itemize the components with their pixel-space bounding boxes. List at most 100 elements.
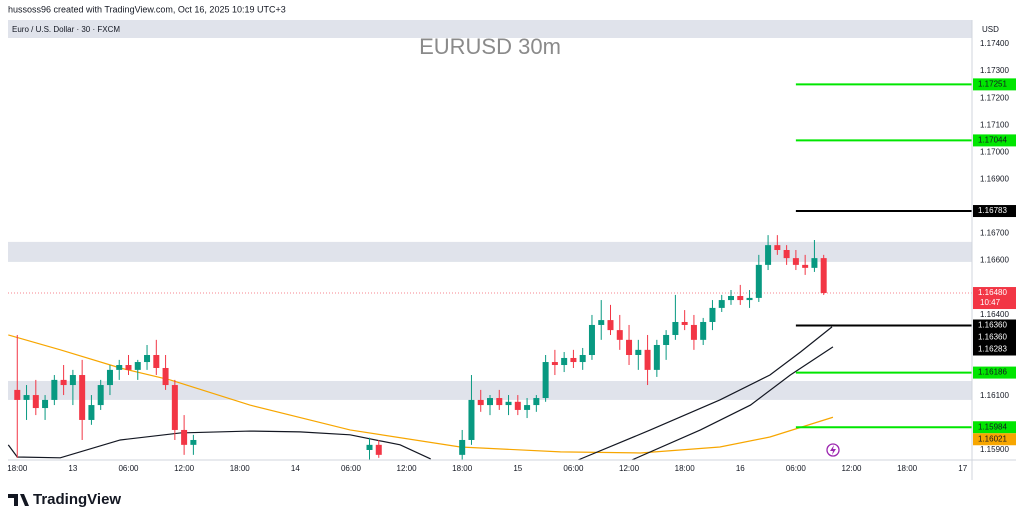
- price-label: [973, 343, 1016, 356]
- y-tick-label: 1.16700: [980, 229, 1009, 238]
- price-label: [973, 421, 1016, 434]
- price-label-text: 1.16783: [978, 206, 1007, 215]
- candle-body: [125, 365, 132, 370]
- brand: TradingView: [33, 491, 121, 508]
- icon-bolt: [830, 445, 836, 455]
- candle-body: [542, 362, 549, 399]
- candle-body: [792, 258, 799, 265]
- candle-body: [190, 439, 197, 445]
- zone: [8, 241, 972, 262]
- candle-body: [60, 379, 67, 386]
- candle-body: [477, 399, 484, 406]
- x-tick-label: 14: [291, 464, 300, 473]
- x-tick-label: 06:00: [341, 464, 362, 473]
- candle-body: [709, 307, 716, 322]
- candle-body: [97, 385, 104, 406]
- price-label: [973, 433, 1016, 446]
- x-tick-label: 15: [513, 464, 522, 473]
- candle-body: [616, 330, 623, 340]
- candle-body: [551, 362, 558, 366]
- x-tick-label: 18:00: [230, 464, 251, 473]
- price-label: [973, 134, 1016, 147]
- candle-body: [663, 334, 670, 345]
- candle-body: [765, 245, 772, 265]
- candle-body: [514, 401, 521, 410]
- candle-body: [588, 324, 595, 355]
- candle-body: [505, 401, 512, 406]
- x-tick-label: 12:00: [619, 464, 640, 473]
- candle-body: [496, 398, 503, 406]
- brand-logo: TradingView: [8, 491, 121, 508]
- x-tick-label: 18:00: [7, 464, 28, 473]
- candle-body: [728, 296, 734, 301]
- x-tick-label: 18:00: [452, 464, 473, 473]
- currency: USD: [982, 25, 999, 34]
- candle-body: [79, 375, 86, 420]
- candle-body: [42, 399, 49, 409]
- symbol: Euro / U.S. Dollar · 30 · FXCM: [12, 25, 120, 34]
- y-tick-label: 1.17000: [980, 147, 1009, 156]
- x-tick-label: 06:00: [563, 464, 584, 473]
- x-tick-label: 18:00: [675, 464, 696, 473]
- candle-body: [626, 339, 633, 355]
- candle-body: [171, 385, 178, 430]
- y-tick-label: 1.16600: [980, 256, 1009, 265]
- ma-line: [577, 326, 833, 461]
- candle-body: [690, 324, 697, 340]
- plot-area: [7, 83, 972, 461]
- price-label-text: 1.16360: [978, 321, 1007, 330]
- candle-body: [783, 250, 790, 259]
- price-label: [973, 78, 1016, 91]
- y-tick-label: 1.15900: [980, 445, 1009, 454]
- candle-body: [681, 321, 688, 325]
- candle-body: [144, 355, 151, 363]
- candle-body: [811, 258, 818, 268]
- candle-body: [487, 398, 493, 406]
- candle-body: [653, 344, 660, 370]
- zone: [8, 380, 972, 400]
- y-tick-label: 1.17200: [980, 93, 1009, 102]
- candle-body: [468, 399, 475, 440]
- candle-body: [366, 444, 373, 450]
- price-label: [973, 319, 1016, 332]
- price-label-text: 1.17251: [978, 79, 1007, 88]
- price-label-text: 1.16480: [978, 288, 1007, 297]
- candle-body: [153, 355, 160, 368]
- chart-title: EURUSD 30m: [419, 34, 561, 59]
- ma-line: [8, 334, 834, 454]
- candle-body: [134, 362, 141, 370]
- x-tick-label: 12:00: [174, 464, 195, 473]
- x-tick-label: 06:00: [118, 464, 139, 473]
- candle-body: [181, 429, 188, 445]
- credit: hussoss96 created with TradingView.com, …: [8, 4, 286, 14]
- candle-body: [746, 297, 753, 301]
- y-tick-label: 1.16400: [980, 310, 1009, 319]
- candle-body: [88, 405, 95, 420]
- x-tick-label: 16: [736, 464, 745, 473]
- y-tick-label: 1.17100: [980, 120, 1009, 129]
- candle-body: [23, 395, 30, 400]
- x-tick-label: 06:00: [786, 464, 807, 473]
- price-label-text: 1.16283: [978, 345, 1007, 354]
- candle-body: [162, 367, 169, 386]
- candle-body: [459, 439, 466, 455]
- price-label: [973, 331, 1016, 344]
- x-tick-label: 17: [958, 464, 967, 473]
- price-label: [973, 205, 1016, 218]
- candle-body: [116, 365, 123, 370]
- header-bar: [8, 20, 972, 38]
- candle-body: [607, 320, 614, 331]
- ma-line: [631, 346, 834, 461]
- candle-body: [820, 258, 827, 294]
- x-tick-label: 13: [68, 464, 77, 473]
- y-tick-label: 1.16100: [980, 391, 1009, 400]
- candle-body: [635, 349, 642, 355]
- candle-body: [579, 355, 586, 363]
- price-label-text: 1.16021: [978, 434, 1007, 443]
- candle-body: [644, 349, 651, 370]
- candle-body: [598, 320, 605, 325]
- price-label-text: 1.16360: [978, 333, 1007, 342]
- candle-body: [69, 375, 76, 386]
- candle-body: [718, 300, 725, 308]
